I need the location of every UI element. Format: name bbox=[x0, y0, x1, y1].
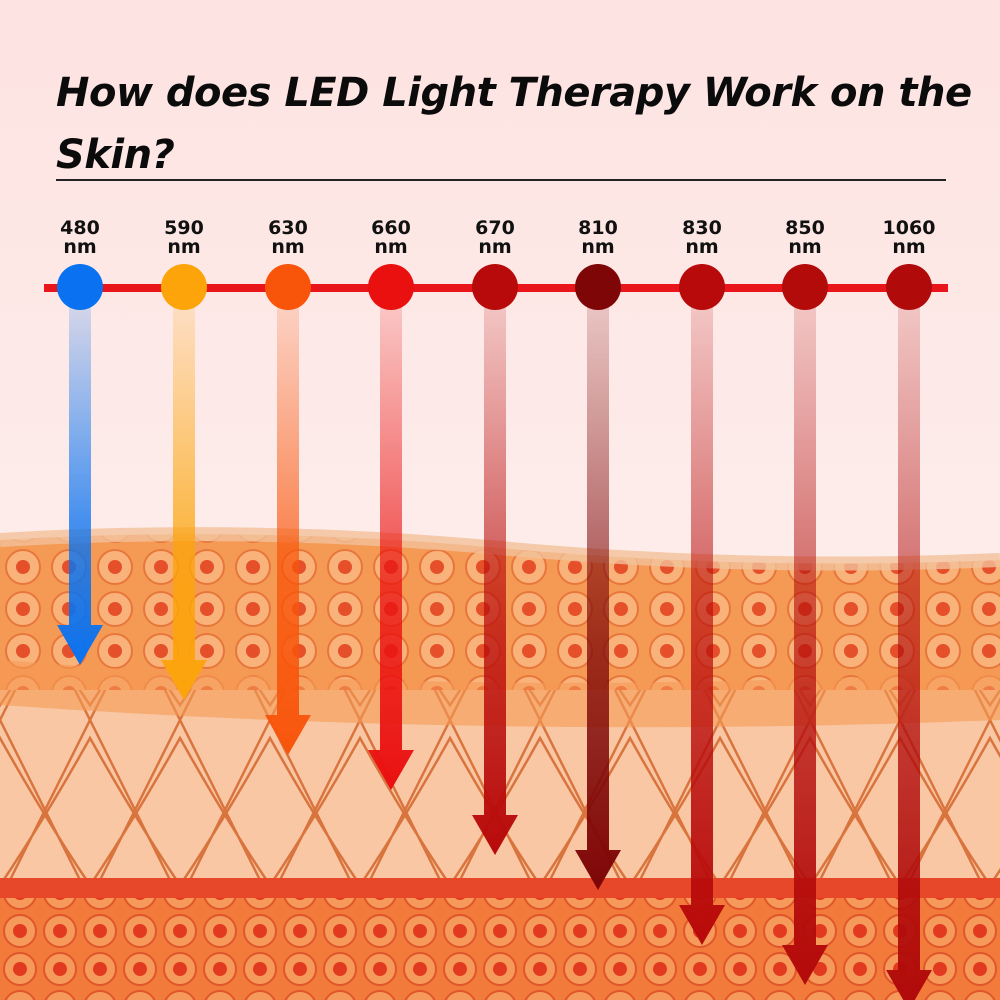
penetration-arrow-670 bbox=[472, 300, 518, 855]
wavelength-label: 630 nm bbox=[248, 219, 328, 257]
wavelength-label: 590 nm bbox=[144, 219, 224, 257]
wavelength-label: 850 nm bbox=[765, 219, 845, 257]
wavelength-label: 1060 nm bbox=[869, 219, 949, 257]
wavelength-value: 590 bbox=[164, 217, 204, 239]
wavelength-label: 830 nm bbox=[662, 219, 742, 257]
wavelength-value: 850 bbox=[785, 217, 825, 239]
wavelength-value: 670 bbox=[475, 217, 515, 239]
penetration-arrow-630 bbox=[265, 300, 311, 755]
wavelength-label: 810 nm bbox=[558, 219, 638, 257]
wavelength-unit: nm bbox=[63, 236, 97, 258]
wavelength-dot-670 bbox=[472, 264, 518, 310]
wavelength-dot-590 bbox=[161, 264, 207, 310]
wavelength-dot-660 bbox=[368, 264, 414, 310]
penetration-arrow-850 bbox=[782, 300, 828, 985]
wavelength-value: 830 bbox=[682, 217, 722, 239]
wavelength-unit: nm bbox=[271, 236, 305, 258]
wavelength-unit: nm bbox=[892, 236, 926, 258]
penetration-arrow-1060 bbox=[886, 300, 932, 1000]
penetration-arrow-810 bbox=[575, 300, 621, 890]
wavelength-dot-830 bbox=[679, 264, 725, 310]
wavelength-dot-810 bbox=[575, 264, 621, 310]
wavelength-unit: nm bbox=[685, 236, 719, 258]
wavelength-value: 630 bbox=[268, 217, 308, 239]
wavelength-value: 660 bbox=[371, 217, 411, 239]
wavelength-value: 480 bbox=[60, 217, 100, 239]
wavelength-unit: nm bbox=[374, 236, 408, 258]
title-divider bbox=[56, 179, 946, 181]
wavelength-dot-630 bbox=[265, 264, 311, 310]
wavelength-label: 660 nm bbox=[351, 219, 431, 257]
wavelength-unit: nm bbox=[478, 236, 512, 258]
penetration-arrow-590 bbox=[161, 300, 207, 700]
wavelength-value: 810 bbox=[578, 217, 618, 239]
page-title: How does LED Light Therapy Work on the S… bbox=[56, 70, 972, 178]
penetration-arrow-480 bbox=[57, 300, 103, 665]
wavelength-dot-1060 bbox=[886, 264, 932, 310]
wavelength-value: 1060 bbox=[882, 217, 936, 239]
penetration-arrow-830 bbox=[679, 300, 725, 945]
wavelength-label: 670 nm bbox=[455, 219, 535, 257]
wavelength-dot-480 bbox=[57, 264, 103, 310]
wavelength-label: 480 nm bbox=[40, 219, 120, 257]
wavelength-unit: nm bbox=[167, 236, 201, 258]
penetration-arrow-660 bbox=[368, 300, 414, 790]
wavelength-unit: nm bbox=[788, 236, 822, 258]
wavelength-unit: nm bbox=[581, 236, 615, 258]
wavelength-dot-850 bbox=[782, 264, 828, 310]
